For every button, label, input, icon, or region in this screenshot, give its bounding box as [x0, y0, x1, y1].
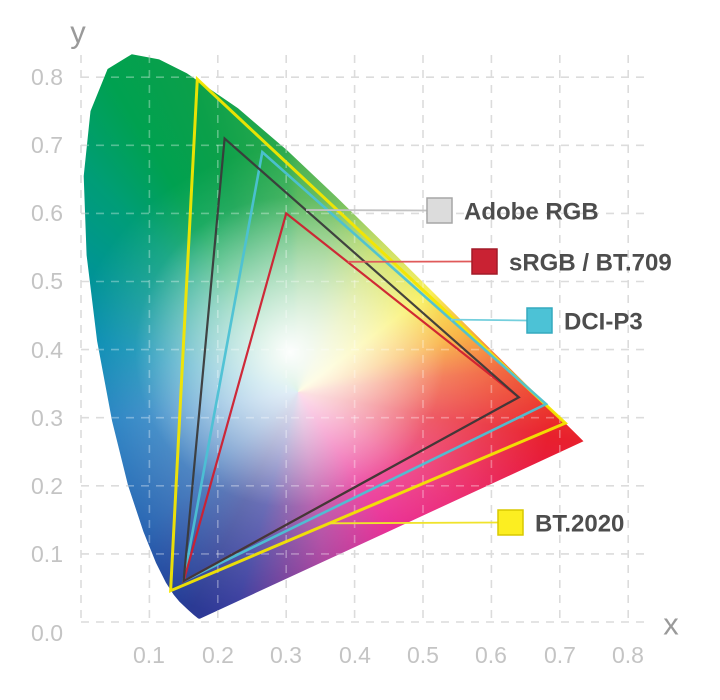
srgb-bt-709-gamut-triangle	[181, 211, 521, 584]
adobe-rgb-legend-label: Adobe RGB	[464, 199, 599, 226]
srgb-legend-label: sRGB / BT.709	[509, 250, 672, 277]
adobe-rgb-leader-line	[305, 209, 428, 212]
dci-p3-leader-line	[450, 318, 528, 322]
x-tick-0-5: 0.5	[407, 642, 439, 668]
dci-p3-swatch	[526, 307, 553, 334]
dci-p3-gamut-triangle	[181, 149, 549, 584]
x-tick-0-7: 0.7	[544, 642, 576, 668]
y-tick-0-8: 0.8	[31, 64, 63, 90]
bt2020-leader-line	[329, 521, 499, 525]
x-tick-0-6: 0.6	[475, 642, 507, 668]
x-tick-0-1: 0.1	[133, 642, 165, 668]
bt2020-swatch	[497, 509, 524, 536]
x-tick-0-2: 0.2	[202, 642, 234, 668]
bt-2020-gamut-triangle	[168, 75, 569, 594]
adobe-rgb-gamut-triangle	[182, 136, 521, 584]
srgb-swatch	[471, 248, 498, 275]
y-tick-0-1: 0.1	[31, 541, 63, 567]
dci-p3-legend-label: DCI-P3	[564, 309, 643, 336]
gamut-triangles	[168, 75, 569, 594]
y-tick-0-7: 0.7	[31, 132, 63, 158]
y-tick-0-2: 0.2	[31, 473, 63, 499]
origin-tick-label: 0.0	[31, 620, 63, 646]
adobe-rgb-swatch	[426, 197, 453, 224]
x-tick-0-4: 0.4	[339, 642, 371, 668]
x-tick-0-8: 0.8	[612, 642, 644, 668]
y-tick-0-4: 0.4	[31, 337, 63, 363]
legend: Adobe RGB sRGB / BT.709 DCI-P3 BT.2020	[305, 197, 672, 538]
y-axis-label: y	[70, 15, 86, 50]
y-tick-0-3: 0.3	[31, 405, 63, 431]
y-tick-0-6: 0.6	[31, 200, 63, 226]
x-axis-label: x	[663, 607, 679, 642]
bt2020-legend-label: BT.2020	[535, 511, 624, 538]
y-tick-0-5: 0.5	[31, 268, 63, 294]
x-tick-0-3: 0.3	[270, 642, 302, 668]
